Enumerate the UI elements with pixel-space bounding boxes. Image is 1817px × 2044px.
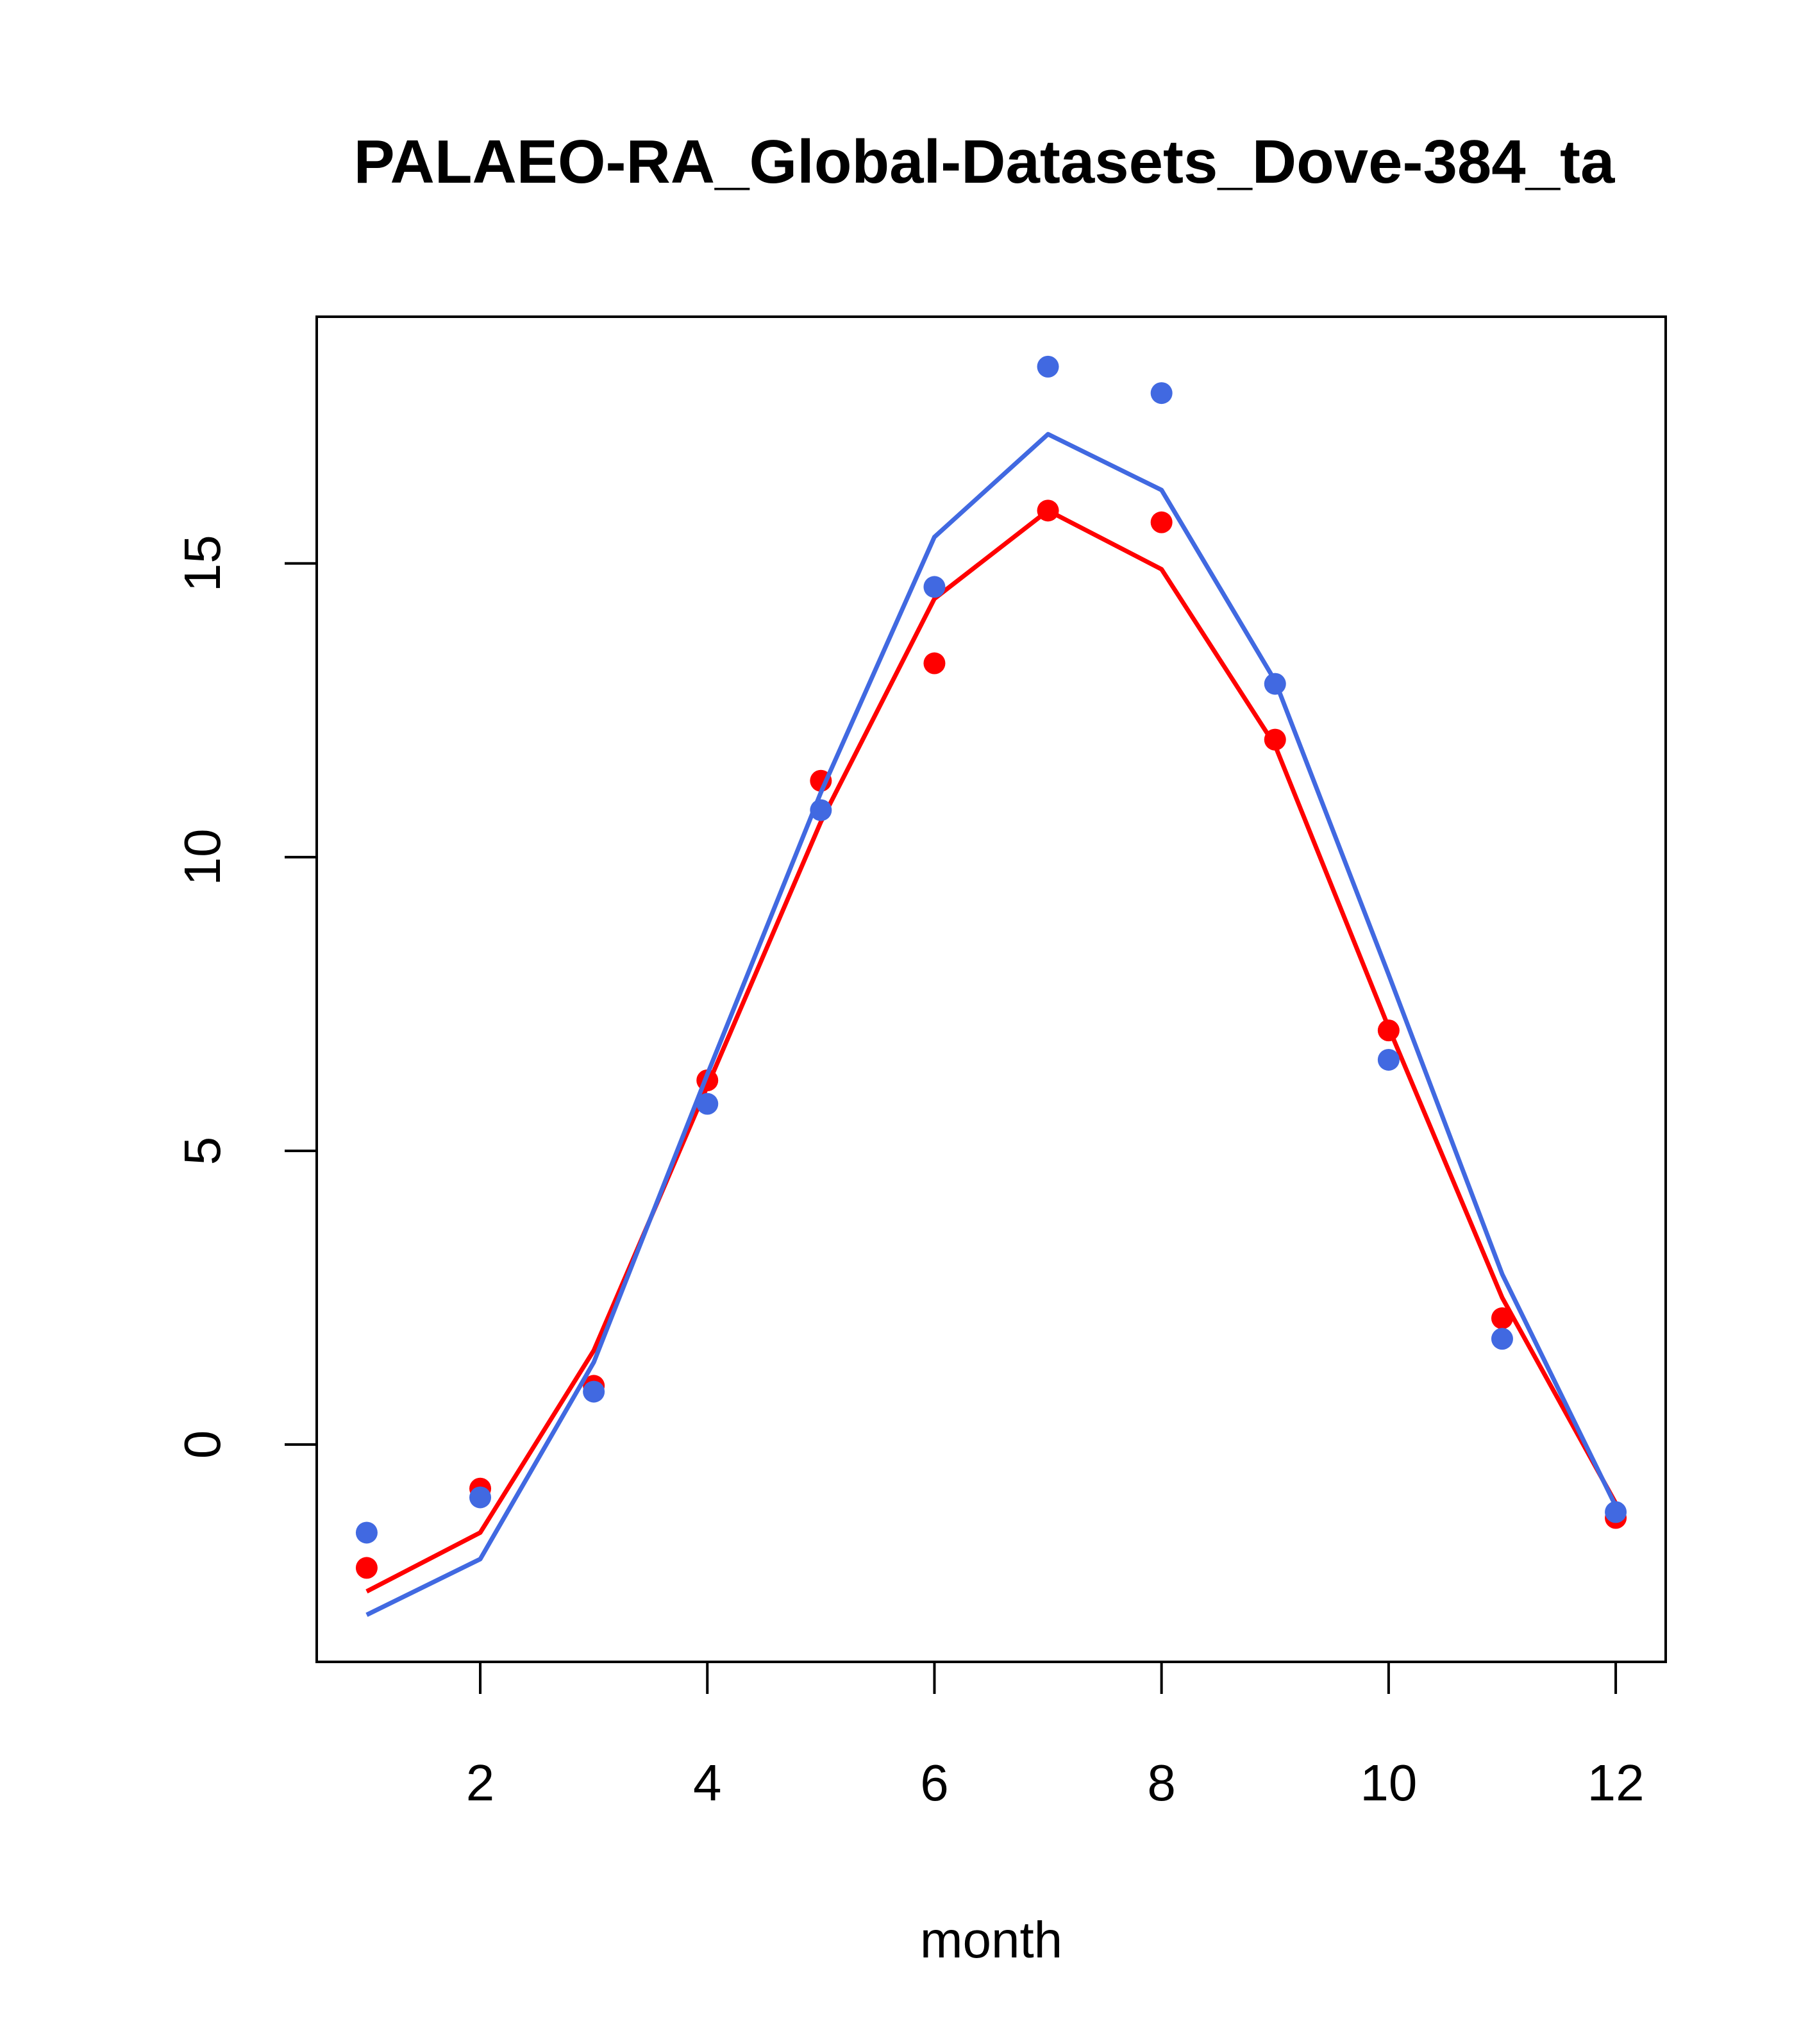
series-1-point — [696, 1093, 719, 1115]
series-1-point — [810, 799, 832, 821]
series-1-point — [923, 576, 946, 598]
y-tick-label: 10 — [174, 828, 231, 885]
x-tick-label: 2 — [466, 1754, 495, 1811]
series-0-point — [355, 1557, 378, 1579]
series-0-point — [1264, 728, 1286, 751]
series-0-line — [365, 508, 1618, 1594]
series-0-point — [923, 652, 946, 674]
series-0-point — [1491, 1307, 1513, 1330]
series-1-point — [1491, 1328, 1513, 1350]
series-1-point — [583, 1380, 605, 1403]
series-1-point — [1037, 355, 1059, 378]
y-tick-label: 0 — [174, 1430, 231, 1459]
series-layer — [355, 355, 1627, 1617]
series-1 — [355, 355, 1627, 1617]
series-1-point — [1264, 673, 1286, 695]
x-tick-label: 10 — [1360, 1754, 1417, 1811]
y-tick-label: 15 — [174, 535, 231, 592]
series-1-line — [365, 431, 1618, 1617]
series-1-point — [1150, 382, 1173, 405]
y-axis: 0 5 10 15 — [174, 535, 318, 1459]
series-0-point — [1377, 1019, 1400, 1042]
series-0 — [355, 499, 1627, 1594]
series-1-point — [1605, 1501, 1627, 1523]
x-tick-label: 8 — [1147, 1754, 1176, 1811]
series-0-point — [1150, 511, 1173, 533]
plot-frame — [315, 315, 1667, 1663]
chart-title: PALAEO-RA_Global-Datasets_Dove-384_ta — [354, 128, 1615, 196]
series-0-point — [1037, 499, 1059, 522]
x-axis: 2 4 6 8 10 12 — [466, 1661, 1645, 1811]
series-1-point — [1377, 1048, 1400, 1071]
x-tick-label: 6 — [920, 1754, 949, 1811]
x-axis-label: month — [920, 1911, 1062, 1968]
x-tick-label: 12 — [1587, 1754, 1645, 1811]
series-1-point — [355, 1521, 378, 1544]
y-tick-label: 5 — [174, 1137, 231, 1166]
x-tick-label: 4 — [693, 1754, 722, 1811]
series-1-point — [469, 1486, 492, 1509]
